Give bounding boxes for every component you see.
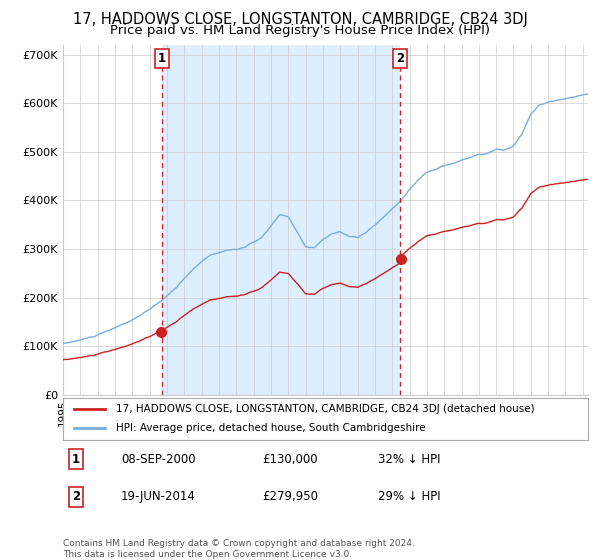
Text: 32% ↓ HPI: 32% ↓ HPI <box>378 452 440 465</box>
Text: 2: 2 <box>72 491 80 503</box>
Text: 19-JUN-2014: 19-JUN-2014 <box>121 491 196 503</box>
Text: 17, HADDOWS CLOSE, LONGSTANTON, CAMBRIDGE, CB24 3DJ: 17, HADDOWS CLOSE, LONGSTANTON, CAMBRIDG… <box>73 12 527 27</box>
Text: Contains HM Land Registry data © Crown copyright and database right 2024.
This d: Contains HM Land Registry data © Crown c… <box>63 539 415 559</box>
Text: 08-SEP-2000: 08-SEP-2000 <box>121 452 196 465</box>
Text: 1: 1 <box>158 52 166 65</box>
Bar <box>161 45 400 395</box>
Text: £279,950: £279,950 <box>263 491 319 503</box>
Text: HPI: Average price, detached house, South Cambridgeshire: HPI: Average price, detached house, Sout… <box>115 423 425 433</box>
Text: 29% ↓ HPI: 29% ↓ HPI <box>378 491 440 503</box>
Text: 1: 1 <box>72 452 80 465</box>
Text: 17, HADDOWS CLOSE, LONGSTANTON, CAMBRIDGE, CB24 3DJ (detached house): 17, HADDOWS CLOSE, LONGSTANTON, CAMBRIDG… <box>115 404 534 414</box>
Text: Price paid vs. HM Land Registry's House Price Index (HPI): Price paid vs. HM Land Registry's House … <box>110 24 490 37</box>
Text: 2: 2 <box>396 52 404 65</box>
Text: £130,000: £130,000 <box>263 452 318 465</box>
